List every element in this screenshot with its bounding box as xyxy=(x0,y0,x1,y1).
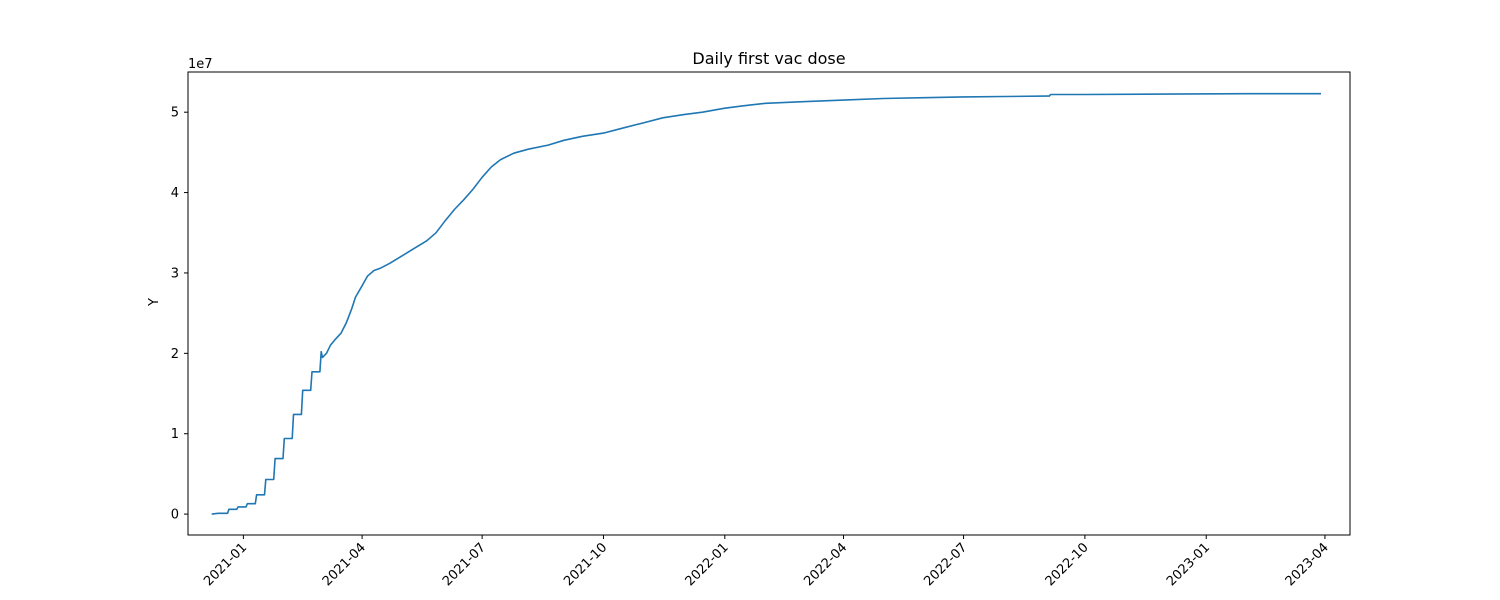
x-tick-label: 2022-07 xyxy=(921,540,970,589)
x-tick-label: 2021-01 xyxy=(201,540,250,589)
x-tick-label: 2023-04 xyxy=(1283,540,1332,589)
chart-title: Daily first vac dose xyxy=(692,49,845,68)
x-tick-label: 2022-04 xyxy=(801,540,850,589)
y-axis-label: Y xyxy=(147,298,162,307)
y-tick-label: 4 xyxy=(171,186,179,201)
x-tick-label: 2021-04 xyxy=(320,540,369,589)
y-tick-label: 0 xyxy=(171,508,179,523)
x-tick-label: 2022-10 xyxy=(1043,540,1092,589)
plot-frame xyxy=(187,71,1351,536)
x-tick-label: 2021-10 xyxy=(561,540,610,589)
x-tick-label: 2022-01 xyxy=(683,540,732,589)
x-tick-label: 2023-01 xyxy=(1164,540,1213,589)
y-tick-label: 1 xyxy=(171,427,179,442)
y-tick-label: 3 xyxy=(171,266,179,281)
y-tick-label: 2 xyxy=(171,347,179,362)
y-tick-label: 5 xyxy=(171,106,179,121)
series-line xyxy=(211,92,1321,515)
y-offset-text: 1e7 xyxy=(188,57,213,72)
plot-area: 0 1 2 3 4 5 2021-01 2021-04 2021-07 2021-10 2022-0… xyxy=(171,92,1332,589)
x-tick-label: 2021-07 xyxy=(440,540,489,589)
